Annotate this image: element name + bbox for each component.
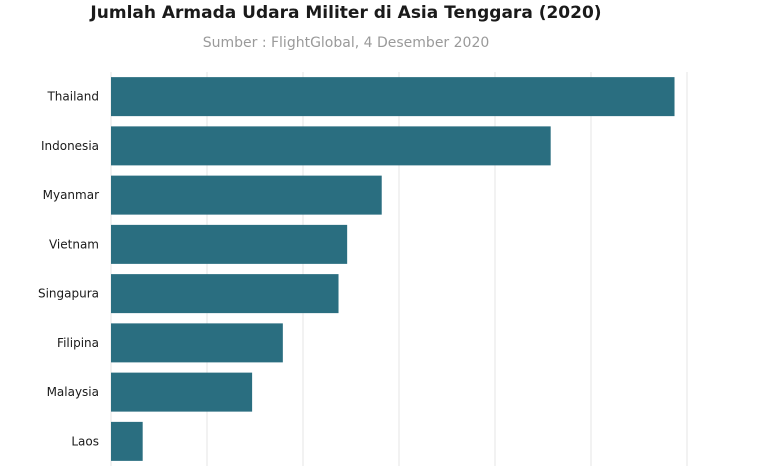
category-label-malaysia: Malaysia (47, 385, 99, 399)
chart-subtitle: Sumber : FlightGlobal, 4 Desember 2020 (202, 35, 490, 51)
category-label-indonesia: Indonesia (41, 139, 99, 153)
category-label-singapura: Singapura (38, 287, 99, 301)
bar-laos (111, 421, 143, 461)
bar-filipina (111, 323, 283, 363)
bar-malaysia (111, 372, 253, 412)
category-label-myanmar: Myanmar (43, 188, 99, 202)
bar-myanmar (111, 175, 382, 215)
category-label-vietnam: Vietnam (49, 237, 99, 251)
bar-thailand (111, 77, 675, 117)
chart-title: Jumlah Armada Udara Militer di Asia Teng… (90, 3, 602, 23)
category-label-thailand: Thailand (46, 90, 99, 104)
bar-singapura (111, 274, 339, 314)
category-label-laos: Laos (71, 434, 99, 448)
bar-indonesia (111, 126, 551, 166)
bar-vietnam (111, 224, 348, 264)
category-label-filipina: Filipina (57, 336, 99, 350)
